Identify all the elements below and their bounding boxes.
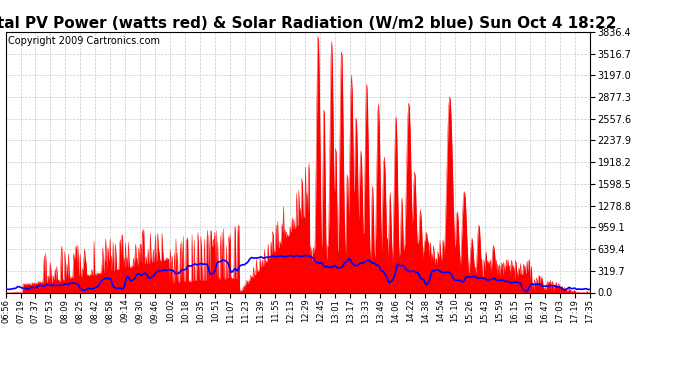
Title: Total PV Power (watts red) & Solar Radiation (W/m2 blue) Sun Oct 4 18:22: Total PV Power (watts red) & Solar Radia… xyxy=(0,16,617,31)
Text: Copyright 2009 Cartronics.com: Copyright 2009 Cartronics.com xyxy=(8,36,161,46)
